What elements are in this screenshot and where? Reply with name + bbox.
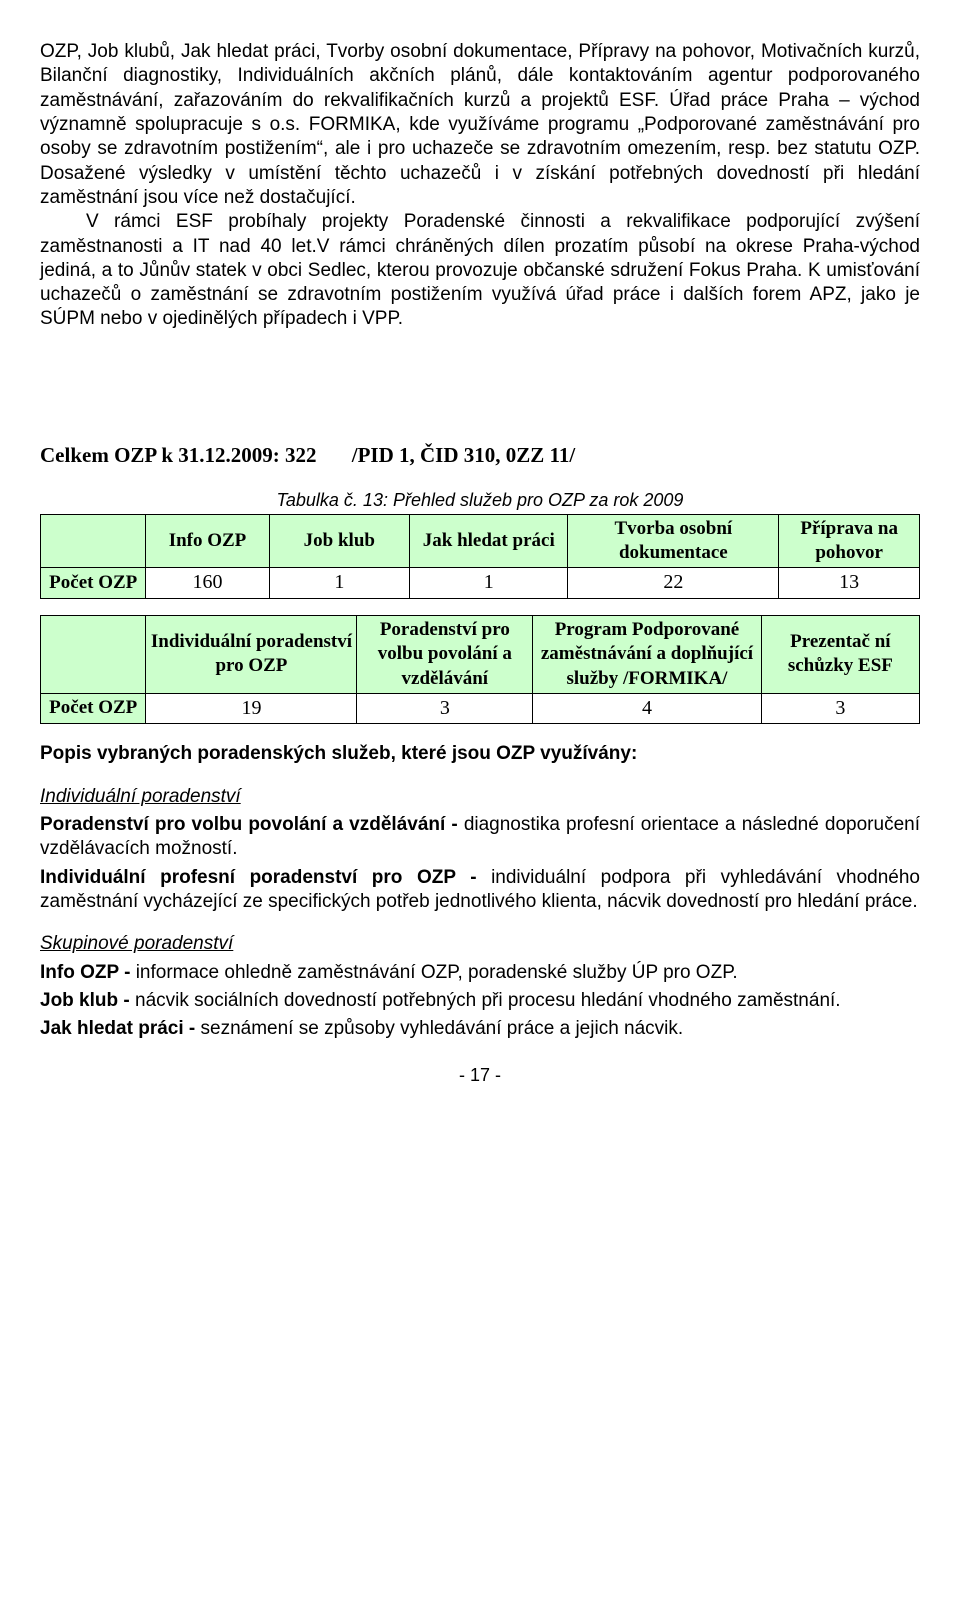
individual-line-1: Poradenství pro volbu povolání a vzděláv… — [40, 813, 920, 862]
table-caption: Tabulka č. 13: Přehled služeb pro OZP za… — [40, 489, 920, 512]
intro-paragraph-1: OZP, Job klubů, Jak hledat práci, Tvorby… — [40, 40, 920, 210]
page-number: - 17 - — [40, 1064, 920, 1087]
table-row: Info OZP Job klub Jak hledat práci Tvorb… — [41, 514, 920, 568]
label: Jak hledat práci - — [40, 1018, 195, 1039]
text: informace ohledně zaměstnávání OZP, pora… — [130, 962, 737, 983]
col-job-klub: Job klub — [269, 514, 410, 568]
col-empty — [41, 615, 146, 693]
totals-line: Celkem OZP k 31.12.2009: 322 /PID 1, ČID… — [40, 442, 920, 469]
cell: 160 — [146, 568, 269, 599]
cell: 19 — [146, 693, 357, 724]
page: OZP, Job klubů, Jak hledat práci, Tvorby… — [0, 0, 960, 1107]
text: seznámení se způsoby vyhledávání práce a… — [195, 1018, 683, 1039]
cell: 3 — [761, 693, 919, 724]
cell: 1 — [269, 568, 410, 599]
group-line-2: Job klub - nácvik sociálních dovedností … — [40, 989, 920, 1013]
col-formika: Program Podporované zaměstnávání a doplň… — [533, 615, 762, 693]
table-row: Individuální poradenství pro OZP Poraden… — [41, 615, 920, 693]
cell: 4 — [533, 693, 762, 724]
group-line-1: Info OZP - informace ohledně zaměstnáván… — [40, 961, 920, 985]
col-esf: Prezentač ní schůzky ESF — [761, 615, 919, 693]
cell: 22 — [568, 568, 779, 599]
rowhead-pocet: Počet OZP — [41, 568, 146, 599]
services-table-2: Individuální poradenství pro OZP Poraden… — [40, 615, 920, 725]
col-empty — [41, 514, 146, 568]
col-indiv-poradenstvi: Individuální poradenství pro OZP — [146, 615, 357, 693]
label: Individuální profesní poradenství pro OZ… — [40, 867, 477, 888]
col-priprava: Příprava na pohovor — [779, 514, 920, 568]
col-tvorba-dok: Tvorba osobní dokumentace — [568, 514, 779, 568]
description-title: Popis vybraných poradenských služeb, kte… — [40, 742, 920, 766]
col-jak-hledat: Jak hledat práci — [410, 514, 568, 568]
individual-line-2: Individuální profesní poradenství pro OZ… — [40, 866, 920, 915]
text: nácvik sociálních dovedností potřebných … — [130, 990, 841, 1011]
col-volba-povolani: Poradenství pro volbu povolání a vzděláv… — [357, 615, 533, 693]
intro-paragraph-2: V rámci ESF probíhaly projekty Poradensk… — [40, 210, 920, 332]
group-line-3: Jak hledat práci - seznámení se způsoby … — [40, 1017, 920, 1041]
label: Job klub - — [40, 990, 130, 1011]
label: Poradenství pro volbu povolání a vzděláv… — [40, 814, 458, 835]
cell: 13 — [779, 568, 920, 599]
rowhead-pocet: Počet OZP — [41, 693, 146, 724]
services-table-1: Info OZP Job klub Jak hledat práci Tvorb… — [40, 514, 920, 599]
table-row: Počet OZP 160 1 1 22 13 — [41, 568, 920, 599]
totals-suffix: /PID 1, ČID 310, 0ZZ 11/ — [352, 443, 575, 467]
label: Info OZP - — [40, 962, 130, 983]
individual-subhead: Individuální poradenství — [40, 785, 920, 809]
col-info-ozp: Info OZP — [146, 514, 269, 568]
cell: 1 — [410, 568, 568, 599]
cell: 3 — [357, 693, 533, 724]
totals-prefix: Celkem OZP k 31.12.2009: 322 — [40, 443, 317, 467]
table-row: Počet OZP 19 3 4 3 — [41, 693, 920, 724]
group-subhead: Skupinové poradenství — [40, 932, 920, 956]
